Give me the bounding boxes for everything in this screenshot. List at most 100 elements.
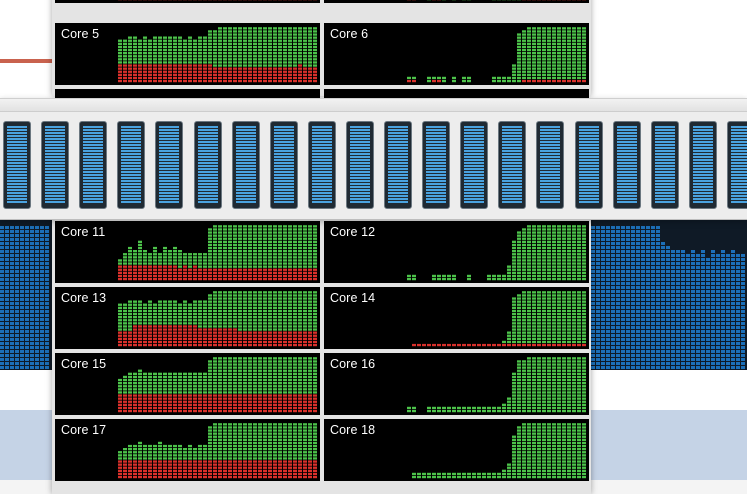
- background-usage-cell: [0, 234, 4, 237]
- user-load-cell: [517, 231, 521, 233]
- user-load-cell: [517, 235, 521, 237]
- background-usage-cell: [626, 346, 630, 349]
- user-load-cell: [308, 49, 312, 51]
- background-usage-cell: [676, 338, 680, 341]
- core-back-0-column-17: [203, 37, 207, 83]
- user-load-cell: [278, 325, 282, 327]
- user-load-cell: [522, 256, 526, 258]
- user-load-cell: [278, 291, 282, 293]
- background-usage-cell: [626, 274, 630, 277]
- background-usage-cell: [651, 246, 655, 249]
- background-usage-cell: [621, 346, 625, 349]
- system-load-cell: [123, 71, 127, 73]
- user-load-cell: [153, 322, 157, 324]
- background-usage-cell: [726, 318, 730, 321]
- system-load-cell: [123, 272, 127, 274]
- core-front-2-column-30: [268, 291, 272, 346]
- background-usage-cell: [601, 250, 605, 253]
- background-usage-cell: [741, 306, 745, 309]
- user-load-cell: [218, 33, 222, 35]
- user-load-cell: [193, 49, 197, 51]
- system-load-cell: [243, 77, 247, 79]
- background-usage-cell: [681, 330, 685, 333]
- system-load-cell: [223, 275, 227, 277]
- user-load-cell: [163, 307, 167, 309]
- background-usage-cell: [656, 234, 660, 237]
- background-usage-cell: [20, 294, 24, 297]
- user-load-cell: [278, 46, 282, 48]
- background-usage-cell: [616, 254, 620, 257]
- background-usage-cell: [701, 350, 705, 353]
- system-load-cell: [158, 266, 162, 268]
- background-usage-cell: [631, 242, 635, 245]
- user-load-cell: [512, 80, 516, 82]
- user-load-cell: [253, 228, 257, 230]
- background-usage-cell: [611, 266, 615, 269]
- background-usage-cell: [621, 302, 625, 305]
- system-load-cell: [128, 71, 132, 73]
- user-load-cell: [557, 55, 561, 57]
- user-load-cell: [278, 33, 282, 35]
- user-load-cell: [577, 33, 581, 35]
- background-usage-cell: [30, 266, 34, 269]
- user-load-cell: [263, 43, 267, 45]
- user-load-cell: [283, 40, 287, 42]
- background-usage-cell: [691, 250, 695, 253]
- system-load-cell: [248, 71, 252, 73]
- user-load-cell: [288, 316, 292, 318]
- background-usage-cell: [641, 306, 645, 309]
- user-load-cell: [537, 68, 541, 70]
- background-usage-cell: [716, 270, 720, 273]
- user-load-cell: [517, 77, 521, 79]
- background-usage-cell: [25, 318, 29, 321]
- user-load-cell: [567, 55, 571, 57]
- background-usage-cell: [601, 318, 605, 321]
- user-load-cell: [128, 52, 132, 54]
- system-load-cell: [183, 74, 187, 76]
- system-load-cell: [437, 80, 441, 82]
- user-load-cell: [567, 49, 571, 51]
- background-usage-cell: [5, 266, 9, 269]
- user-load-cell: [153, 313, 157, 315]
- user-load-cell: [258, 235, 262, 237]
- user-load-cell: [203, 304, 207, 306]
- user-load-cell: [128, 259, 132, 261]
- background-usage-cell: [40, 266, 44, 269]
- user-load-cell: [552, 231, 556, 233]
- user-load-cell: [557, 225, 561, 227]
- background-usage-cell: [30, 306, 34, 309]
- user-load-cell: [288, 61, 292, 63]
- background-usage-cell: [631, 266, 635, 269]
- user-load-cell: [562, 58, 566, 60]
- background-usage-cell: [686, 298, 690, 301]
- user-load-cell: [223, 49, 227, 51]
- user-load-cell: [243, 225, 247, 227]
- system-load-cell: [148, 80, 152, 82]
- user-load-cell: [198, 256, 202, 258]
- user-load-cell: [238, 37, 242, 39]
- system-load-cell: [258, 344, 262, 346]
- user-load-cell: [128, 37, 132, 39]
- user-load-cell: [557, 46, 561, 48]
- user-load-cell: [547, 244, 551, 246]
- background-usage-cell: [656, 346, 660, 349]
- background-usage-cell: [676, 286, 680, 289]
- background-usage-cell: [636, 286, 640, 289]
- system-load-cell: [293, 341, 297, 343]
- user-load-cell: [313, 33, 317, 35]
- user-load-cell: [552, 77, 556, 79]
- system-load-cell: [228, 328, 232, 330]
- user-load-cell: [283, 33, 287, 35]
- background-usage-cell: [646, 274, 650, 277]
- user-load-cell: [522, 231, 526, 233]
- user-load-cell: [522, 272, 526, 274]
- system-load-cell: [258, 335, 262, 337]
- background-usage-cell: [706, 286, 710, 289]
- user-load-cell: [522, 55, 526, 57]
- user-load-cell: [293, 250, 297, 252]
- user-load-cell: [527, 235, 531, 237]
- user-load-cell: [243, 27, 247, 29]
- user-load-cell: [188, 316, 192, 318]
- background-usage-cell: [591, 346, 595, 349]
- background-usage-cell: [20, 226, 24, 229]
